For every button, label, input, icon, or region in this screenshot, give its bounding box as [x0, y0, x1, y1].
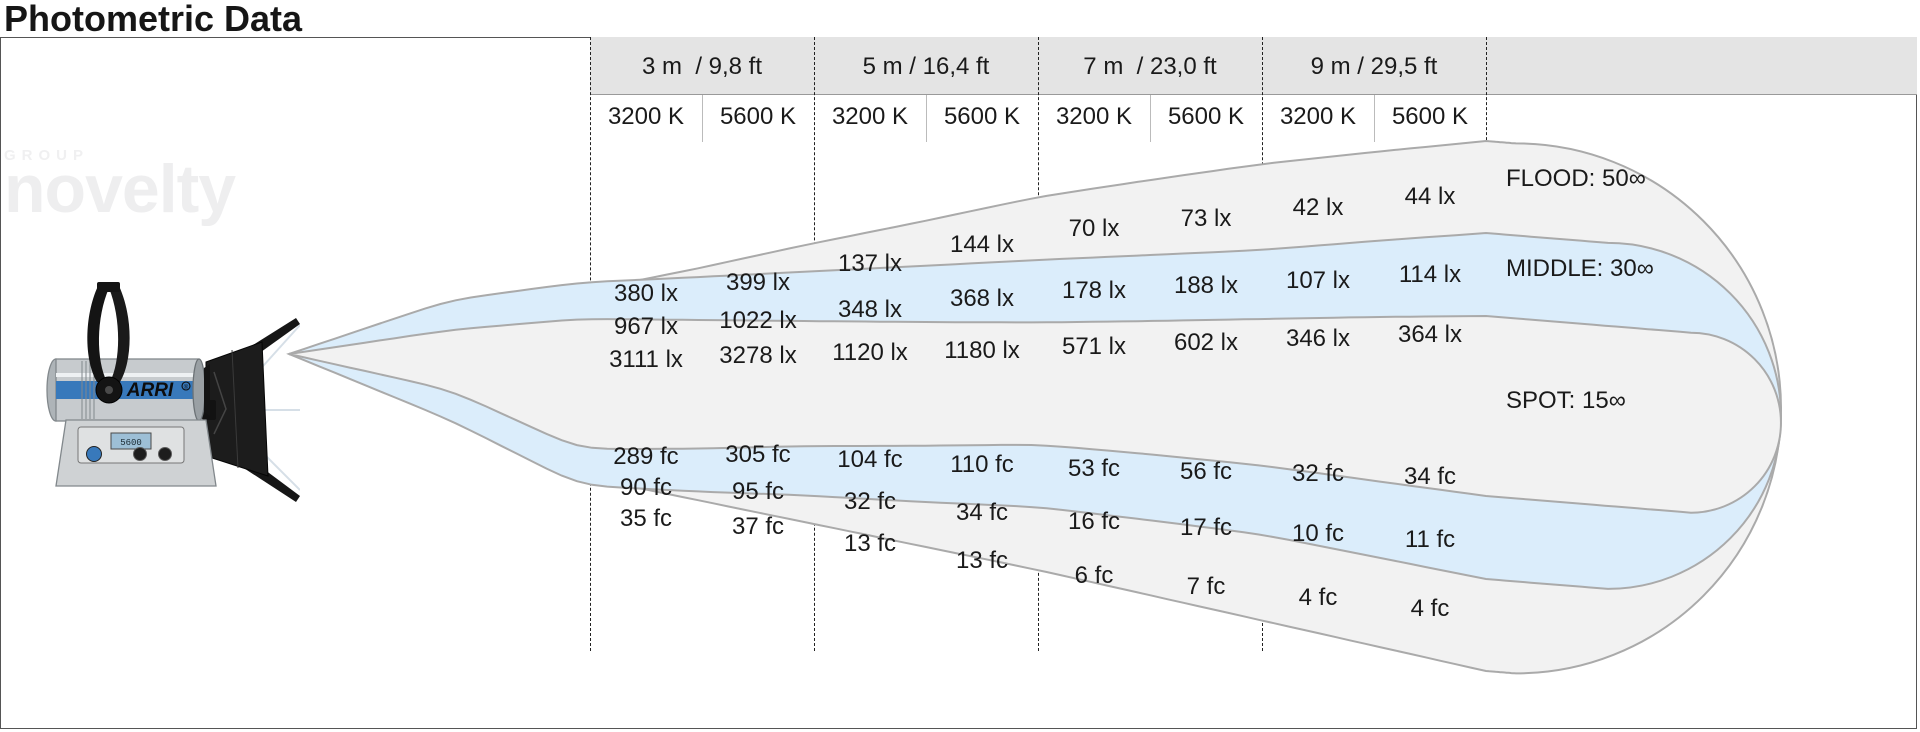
svg-text:®: ® — [184, 384, 189, 391]
svg-text:ARRI: ARRI — [126, 380, 174, 401]
svg-text:5600: 5600 — [120, 438, 142, 448]
